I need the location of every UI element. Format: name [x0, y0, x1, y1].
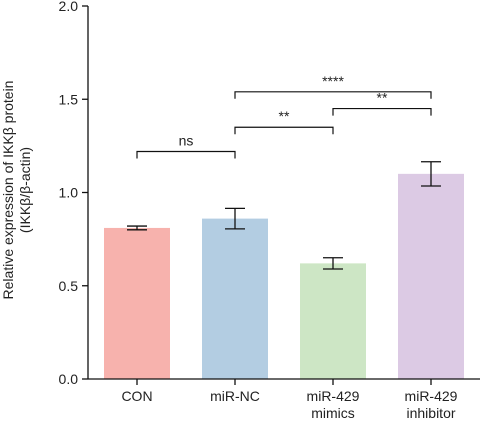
- x-tick-label-2-line-1: mimics: [311, 405, 355, 421]
- significance-label-3: ****: [322, 73, 344, 89]
- x-tick-label-0: CON: [121, 388, 152, 404]
- bars-layer: [104, 173, 464, 379]
- bar-1: [202, 218, 268, 379]
- y-tick-label-0: 0.0: [59, 371, 79, 387]
- x-tick-label-3-line-0: miR-429: [405, 388, 458, 404]
- significance-bracket-1: [234, 126, 334, 135]
- significance-layer: ns********: [136, 73, 432, 159]
- significance-bracket-2: [332, 107, 432, 116]
- x-tick-label-2-line-0: miR-429: [307, 388, 360, 404]
- significance-bracket-3: [234, 91, 432, 99]
- axes-layer: [82, 5, 480, 385]
- y-tick-label-4: 2.0: [59, 0, 79, 14]
- y-tick-label-3: 1.5: [59, 91, 79, 107]
- y-axis-title: Relative expression of IKKβ protein (IKK…: [0, 81, 33, 300]
- y-axis-title-line-1: Relative expression of IKKβ protein: [0, 81, 16, 300]
- y-axis-title-line-2: (IKKβ/β-actin): [17, 147, 33, 233]
- significance-label-2: **: [377, 90, 388, 106]
- significance-bracket-0: [136, 150, 236, 159]
- bar-2: [300, 263, 366, 379]
- bar-0: [104, 227, 170, 379]
- x-tick-label-3-line-1: inhibitor: [406, 405, 455, 421]
- y-tick-label-1: 0.5: [59, 278, 79, 294]
- bar-3: [398, 173, 464, 379]
- significance-label-1: **: [279, 108, 290, 124]
- significance-label-0: ns: [179, 132, 194, 148]
- y-tick-label-2: 1.0: [59, 185, 79, 201]
- error-bars-layer: [127, 161, 441, 270]
- y-tick-labels: 0.0 0.5 1.0 1.5 2.0: [59, 0, 79, 387]
- x-tick-label-1: miR-NC: [210, 388, 260, 404]
